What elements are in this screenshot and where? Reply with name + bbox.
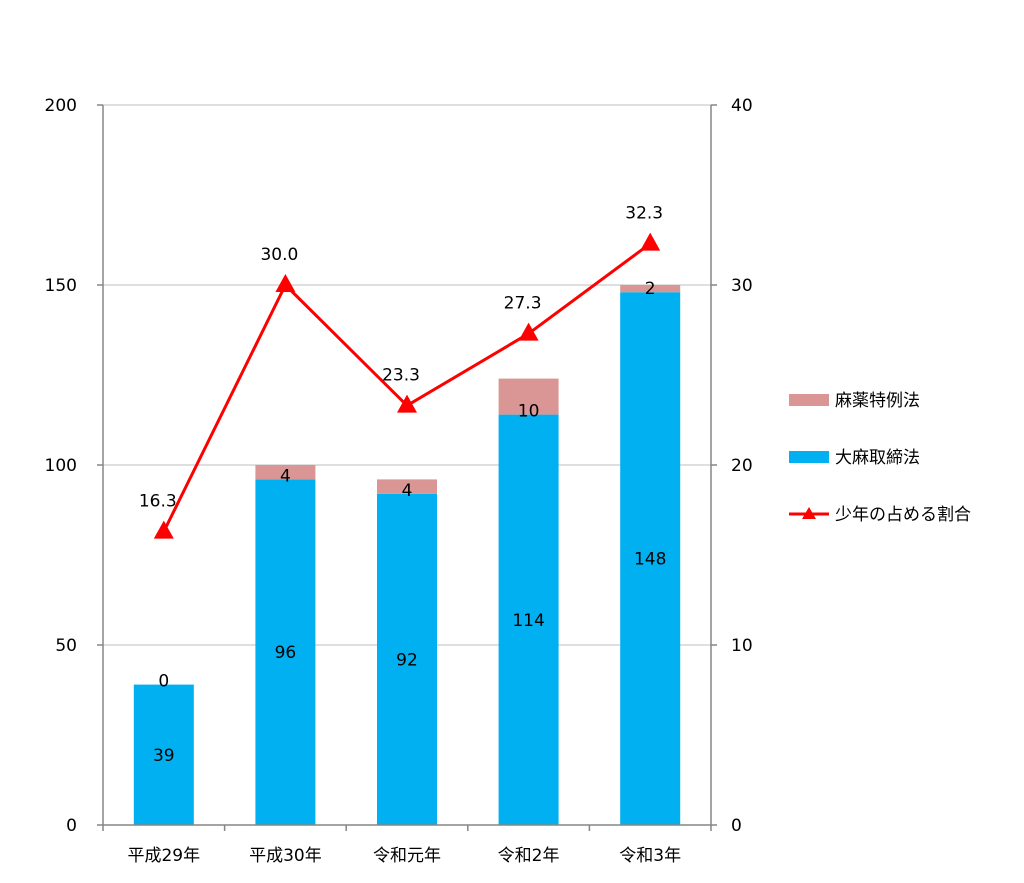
bar-label-1-2: 4 [402,481,413,501]
bar-0-3 [498,414,559,825]
line-series [153,232,661,539]
bar-label-1-1: 4 [280,466,291,486]
bar-series [133,285,681,825]
line-point-4 [640,232,661,251]
legend-swatch-0 [789,394,829,406]
bar-label-1-4: 2 [645,279,656,299]
line-point-3 [518,322,539,341]
x-tick-label-4: 令和3年 [619,846,681,866]
y-left-tick-label-2: 100 [45,456,77,476]
bar-label-0-4: 148 [634,550,666,570]
line-point-2 [397,394,417,413]
y-right-tick-label-1: 10 [731,636,753,656]
legend-label-2: 少年の占める割合 [835,505,971,525]
bar-label-1-3: 10 [518,402,540,422]
bar-label-0-2: 92 [396,650,418,670]
y-right-tick-label-4: 40 [731,96,753,116]
bar-0-0 [133,684,194,825]
legend-label-1: 大麻取締法 [835,448,920,468]
x-tick-label-0: 平成29年 [127,846,200,866]
y-right-tick-label-3: 30 [731,276,753,296]
line-label-4: 32.3 [625,204,663,224]
bar-label-0-0: 39 [153,746,175,766]
bar-1-1 [255,465,316,480]
legend-marker-2 [802,507,816,519]
x-tick-label-1: 平成30年 [249,846,322,866]
line-label-0: 16.3 [139,492,177,512]
legend-swatch-1 [789,451,829,463]
y-right-tick-label-0: 0 [731,816,742,836]
bar-1-3 [498,378,559,415]
x-tick-label-3: 令和2年 [498,846,560,866]
bar-0-1 [255,479,316,825]
y-left-tick-label-0: 0 [66,816,77,836]
y-left-tick-label-3: 150 [45,276,77,296]
axes: 050100150200010203040平成29年 平成30年 令和元年 令和2年令… [45,96,753,866]
line-label-3: 27.3 [504,294,542,314]
legend-label-0: 麻薬特例法 [835,391,920,411]
data-labels: 39 0 96 4 92 4 114 10 148 2 16.3 30.0 23.3 27.3 32.3 [139,204,667,766]
bar-label-1-0: 0 [158,672,169,692]
y-left-tick-label-1: 50 [55,636,77,656]
bar-label-0-1: 96 [275,643,297,663]
y-left-tick-label-4: 200 [45,96,77,116]
line-point-1 [275,274,296,292]
bar-1-4 [620,285,681,293]
y-right-tick-label-2: 20 [731,456,753,476]
line-label-1: 30.0 [260,245,298,265]
bar-0-4 [620,292,681,825]
x-tick-label-2: 令和元年 [373,846,441,866]
line-point-0 [153,520,174,539]
line-label-2: 23.3 [382,366,420,386]
bar-0-2 [377,493,437,825]
bar-label-0-3: 114 [512,611,544,631]
bar-1-2 [377,479,437,494]
